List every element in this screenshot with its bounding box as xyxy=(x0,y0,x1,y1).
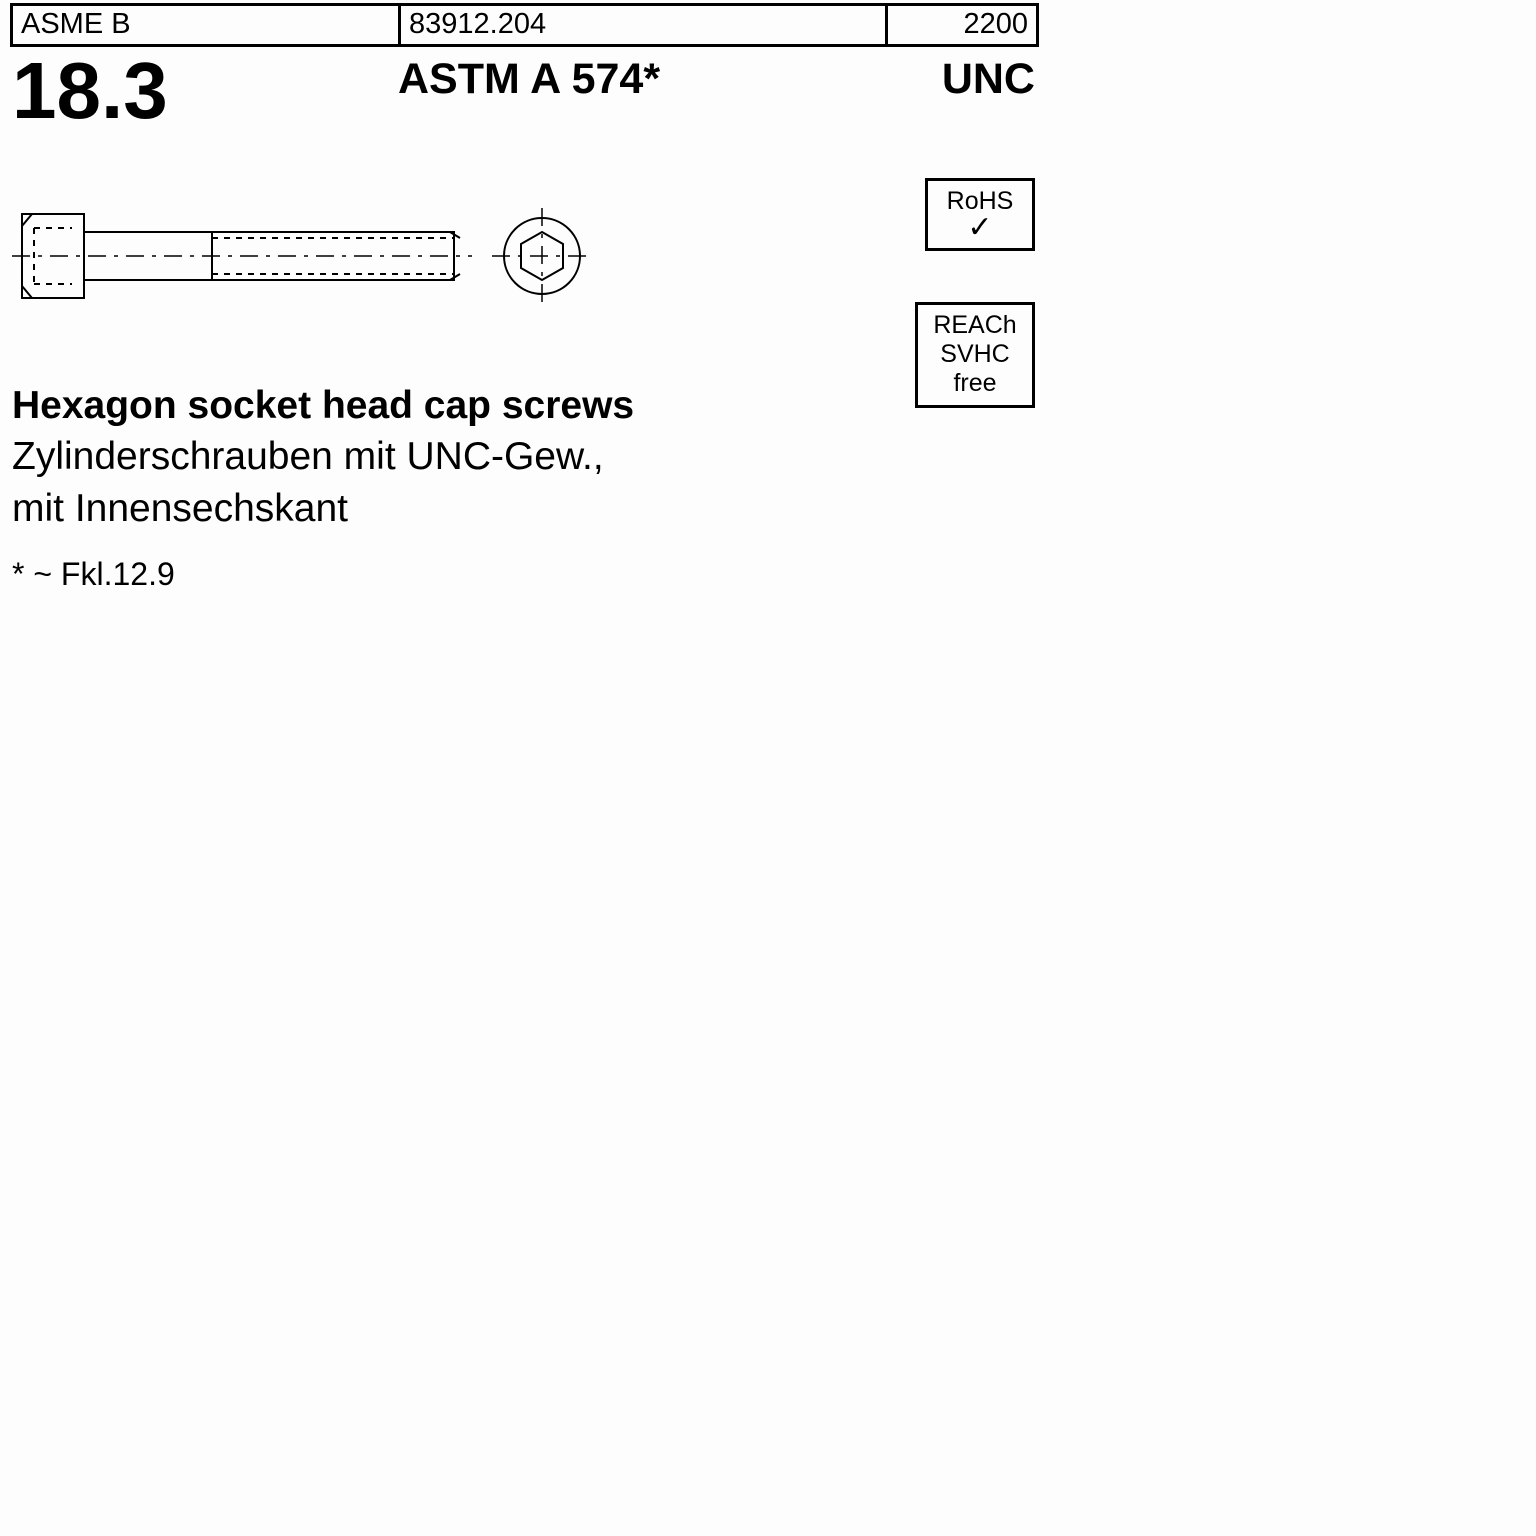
topbar-article: 83912.204 xyxy=(409,8,546,40)
rohs-badge: RoHS ✓ xyxy=(925,178,1035,251)
thread-label: UNC xyxy=(942,55,1035,104)
grade-label: 18.3 xyxy=(12,45,168,137)
footnote: * ~ Fkl.12.9 xyxy=(12,556,175,593)
material-label: ASTM A 574* xyxy=(398,55,660,104)
screw-drawing xyxy=(12,196,612,316)
topbar-article-cell: 83912.204 xyxy=(401,6,888,44)
topbar-standard: ASME B xyxy=(21,8,131,40)
topbar-code-cell: 2200 xyxy=(888,6,1036,44)
reach-line1: REACh xyxy=(928,311,1022,340)
desc-line2: Zylinderschrauben mit UNC-Gew., xyxy=(12,431,634,482)
check-icon: ✓ xyxy=(938,216,1022,240)
reach-line2: SVHC xyxy=(928,340,1022,369)
topbar-code: 2200 xyxy=(963,8,1028,40)
reach-line3: free xyxy=(928,369,1022,398)
datasheet: ASME B 83912.204 2200 18.3 ASTM A 574* U… xyxy=(0,0,1043,812)
topbar-standard-cell: ASME B xyxy=(13,6,401,44)
description: Hexagon socket head cap screws Zylinders… xyxy=(12,380,634,534)
desc-line3: mit Innensechskant xyxy=(12,483,634,534)
reach-badge: REACh SVHC free xyxy=(915,302,1035,408)
topbar: ASME B 83912.204 2200 xyxy=(10,3,1039,47)
screw-svg xyxy=(12,196,612,316)
desc-line1: Hexagon socket head cap screws xyxy=(12,380,634,431)
